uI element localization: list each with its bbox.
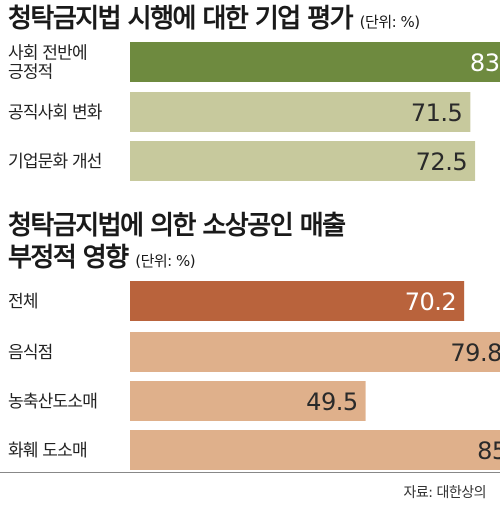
chart1-category-label-1: 공직사회 변화 [8,103,103,123]
chart1-unit: (단위: %) [359,13,420,31]
chart2-category-label-3: 화훼 도소매 [8,441,87,461]
chart1-value-label-2: 72.5 [416,148,467,176]
chart2-title-line2: 부정적 영향 (단위: %) [8,242,196,277]
chart1-category-label-0-line-0: 사회 전반에 [8,44,87,64]
chart1-title: 청탁금지법 시행에 대한 기업 평가 (단위: %) [8,2,420,39]
chart2-bar-2 [130,381,366,421]
chart2-category-label-1: 음식점 [8,343,53,363]
chart1-value-label-1: 71.5 [411,99,462,127]
chart2-bar-3 [130,430,500,470]
chart2-bar-1 [130,332,500,372]
chart2-title-text-2: 부정적 영향 [8,243,129,273]
chart2-title-text-1: 청탁금지법에 의한 소상공인 매출 [8,211,346,241]
chart1-category-label-0-line-1: 긍정적 [8,63,53,83]
chart2-category-label-2: 농축산도소매 [8,392,97,412]
source-note: 자료: 대한상의 [403,485,487,501]
chart2-title-line1: 청탁금지법에 의한 소상공인 매출 [8,210,346,245]
chart1-bar-0 [130,42,500,82]
chart2-value-label-3: 85.4 [477,437,500,465]
chart1-value-label-0: 83.9 [470,49,500,77]
chart2-category-label-0: 전체 [8,292,38,312]
bottom-divider [0,472,500,473]
chart2-value-label-2: 49.5 [306,388,357,416]
chart2-value-label-1: 79.8 [450,339,500,367]
chart2-value-label-0: 70.2 [405,288,456,316]
chart1-category-label-2: 기업문화 개선 [8,152,102,172]
chart2-bar-0 [130,281,465,321]
chart2-unit: (단위: %) [135,252,196,270]
chart1-bar-1 [130,92,471,132]
chart1-title-text: 청탁금지법 시행에 대한 기업 평가 [8,4,354,34]
chart1-bar-2 [130,141,476,181]
